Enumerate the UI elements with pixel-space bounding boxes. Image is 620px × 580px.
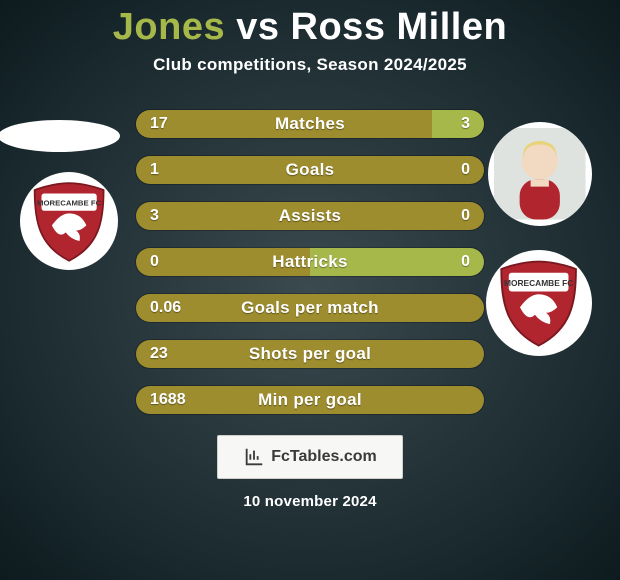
watermark-text: FcTables.com [271, 448, 377, 466]
club-left: MORECAMBE FC [20, 172, 118, 270]
stat-bar-left [136, 294, 484, 322]
title-vs: vs [236, 6, 279, 48]
watermark: FcTables.com [217, 435, 403, 479]
stat-bar-left [136, 110, 432, 138]
stat-bar-left [136, 386, 484, 414]
stat-bar-left [136, 248, 310, 276]
club-right-inner: MORECAMBE FC [492, 256, 585, 349]
chart-icon [243, 446, 265, 468]
stat-row: Goals10 [135, 155, 485, 185]
svg-text:MORECAMBE FC: MORECAMBE FC [504, 278, 573, 288]
subtitle: Club competitions, Season 2024/2025 [0, 55, 620, 75]
stats-container: Matches173 Goals10 Assists30 Hattricks00 Goa… [135, 109, 485, 415]
photo-right [488, 122, 592, 226]
stat-row: Matches173 [135, 109, 485, 139]
page-title: Jones vs Ross Millen [0, 0, 620, 49]
club-right: MORECAMBE FC [486, 250, 592, 356]
stat-row: Hattricks00 [135, 247, 485, 277]
stat-row: Assists30 [135, 201, 485, 231]
photo-right-inner [494, 128, 586, 220]
content: Jones vs Ross Millen Club competitions, … [0, 0, 620, 580]
ellipse-left-inner [5, 122, 112, 150]
title-player1: Jones [113, 6, 225, 48]
stat-bar-right [310, 248, 484, 276]
title-player2: Ross Millen [291, 6, 508, 48]
stat-row: Goals per match0.06 [135, 293, 485, 323]
stat-bar-right [432, 110, 484, 138]
date: 10 november 2024 [0, 493, 620, 510]
svg-text:MORECAMBE FC: MORECAMBE FC [37, 198, 102, 207]
club-left-inner: MORECAMBE FC [26, 178, 112, 264]
stat-bar-left [136, 340, 484, 368]
ellipse-left [0, 120, 120, 152]
stat-bar-left [136, 156, 484, 184]
stat-row: Shots per goal23 [135, 339, 485, 369]
stat-row: Min per goal1688 [135, 385, 485, 415]
stat-bar-left [136, 202, 484, 230]
